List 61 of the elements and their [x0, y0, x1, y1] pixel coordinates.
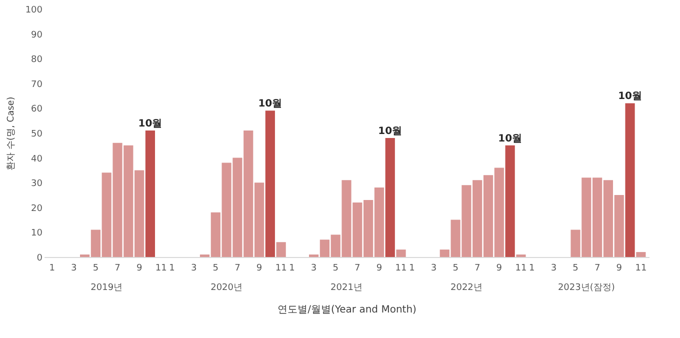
x-tick-label: 5 [92, 264, 99, 274]
annotation: 10월 [258, 98, 282, 110]
y-tick-label: 0 [36, 254, 43, 264]
x-tick-label: 1 [409, 264, 415, 274]
x-tick-label: 3 [310, 264, 317, 274]
x-tick-label: 7 [474, 264, 480, 274]
x-tick-label: 9 [616, 264, 622, 274]
y-tick-label: 20 [31, 204, 43, 214]
x-tick-label: 7 [234, 264, 240, 274]
y-tick-label: 30 [31, 179, 43, 190]
x-tick-label: 1 [169, 264, 175, 274]
bar [636, 252, 646, 257]
x-tick-label: 11 [395, 264, 407, 274]
text: 2021년 [330, 283, 362, 293]
x-tick-label: 1 [289, 264, 295, 274]
y-axis-title: 환자 수(명, Case) [6, 96, 16, 170]
text: 2019년 [90, 283, 123, 293]
x-axis-title: 연도별/월별(Year and Month) [278, 304, 417, 316]
y-tick-label: 100 [25, 6, 43, 16]
bar [145, 130, 156, 257]
x-tick-label: 5 [332, 264, 338, 274]
y-tick-label: 10 [31, 228, 43, 239]
y-tick-label: 50 [31, 130, 43, 140]
x-tick-label: 5 [572, 264, 578, 274]
x-tick-label: 9 [136, 264, 142, 274]
annotation: 10월 [378, 126, 402, 137]
bar [625, 103, 635, 257]
x-tick-label: 1 [529, 264, 535, 274]
x-tick-label: 7 [594, 264, 600, 274]
y-tick-label: 90 [31, 30, 43, 40]
bar [265, 110, 275, 257]
y-tick-label: 60 [31, 104, 43, 115]
annotation: 10월 [618, 91, 642, 102]
x-tick-label: 7 [354, 264, 360, 274]
text: 2020년 [210, 283, 242, 293]
bar [385, 138, 395, 257]
x-tick-label: 7 [114, 264, 120, 274]
x-tick-label: 9 [376, 264, 382, 274]
x-tick-label: 3 [550, 264, 557, 274]
x-tick-label: 5 [452, 264, 458, 274]
x-tick-label: 3 [430, 264, 437, 274]
bar [396, 250, 406, 257]
x-tick-label: 11 [515, 264, 527, 274]
x-tick-label: 11 [635, 264, 647, 274]
bar [276, 242, 286, 257]
annotation: 10월 [498, 133, 522, 144]
y-tick-label: 80 [31, 55, 43, 66]
text: 2023년(잠정) [558, 283, 615, 293]
x-tick-label: 3 [71, 264, 77, 274]
annotation: 10월 [138, 118, 162, 130]
x-tick-label: 3 [190, 264, 197, 274]
x-tick-label: 11 [155, 264, 167, 274]
x-tick-label: 5 [212, 264, 219, 274]
bar [505, 145, 515, 257]
x-tick-label: 9 [256, 264, 262, 274]
x-tick-label: 11 [275, 264, 287, 274]
y-tick-label: 70 [31, 80, 43, 90]
text: 2022년 [450, 283, 482, 293]
x-tick-label: 9 [496, 264, 502, 274]
x-tick-label: 1 [49, 264, 55, 274]
y-tick-label: 40 [31, 154, 43, 164]
